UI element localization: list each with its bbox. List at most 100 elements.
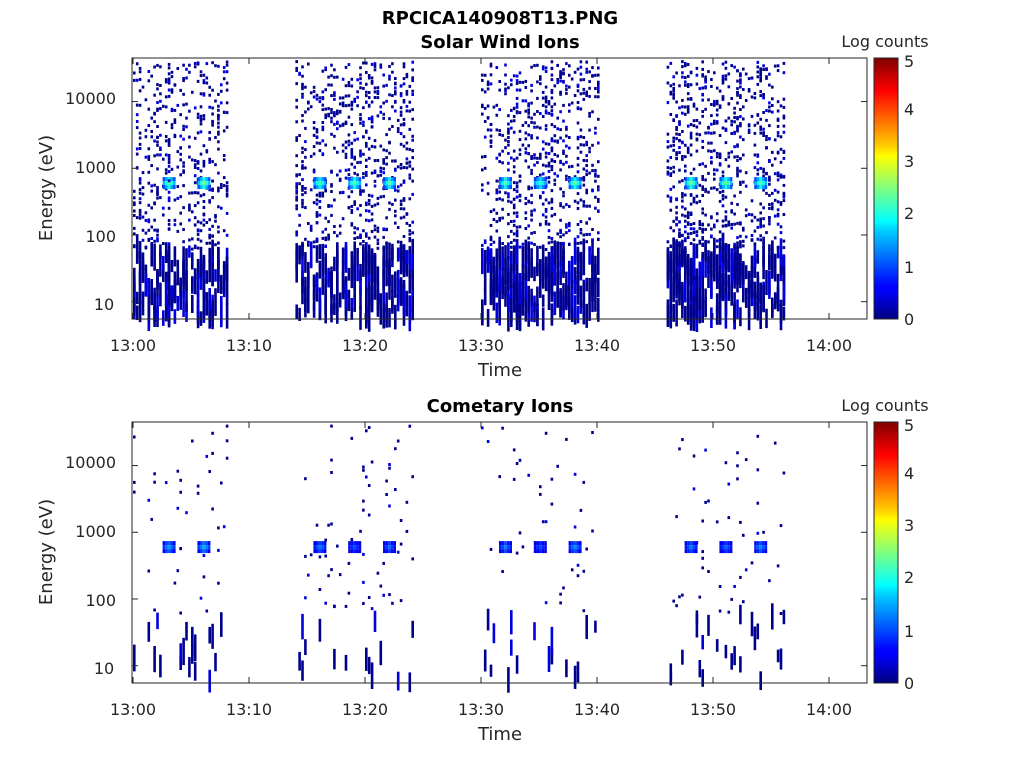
heatmap-cell bbox=[318, 141, 322, 145]
heatmap-cell bbox=[211, 234, 214, 238]
heatmap-cell bbox=[207, 545, 211, 550]
heatmap-cell bbox=[727, 610, 731, 614]
heatmap-cell bbox=[565, 125, 568, 129]
heatmap-cell bbox=[710, 307, 713, 328]
heatmap-cell bbox=[536, 286, 539, 307]
heatmap-cell bbox=[367, 117, 371, 121]
heatmap-cell bbox=[495, 229, 499, 233]
heatmap-cell bbox=[553, 139, 557, 143]
heatmap-cell bbox=[312, 152, 316, 156]
heatmap-cell bbox=[773, 214, 777, 218]
heatmap-cell bbox=[313, 185, 316, 190]
heatmap-cell bbox=[347, 133, 351, 137]
heatmap-cell bbox=[585, 70, 588, 74]
heatmap-cell bbox=[524, 147, 528, 151]
heatmap-cell bbox=[707, 171, 710, 175]
heatmap-cell bbox=[498, 216, 501, 220]
heatmap-cell bbox=[156, 167, 159, 171]
heatmap-cell bbox=[715, 168, 719, 172]
heatmap-cell bbox=[544, 545, 547, 550]
heatmap-cell bbox=[759, 185, 762, 190]
heatmap-cell bbox=[489, 547, 493, 551]
heatmap-cell bbox=[536, 177, 539, 182]
heatmap-cell bbox=[759, 671, 762, 691]
heatmap-cell bbox=[591, 66, 594, 70]
heatmap-cell bbox=[689, 231, 693, 235]
heatmap-cell bbox=[576, 223, 580, 226]
heatmap-cell bbox=[594, 131, 597, 135]
heatmap-cell bbox=[208, 241, 211, 245]
heatmap-cell bbox=[510, 264, 513, 288]
heatmap-cell bbox=[687, 177, 690, 182]
heatmap-cell bbox=[504, 138, 507, 142]
heatmap-cell bbox=[524, 121, 528, 125]
heatmap-cell bbox=[295, 82, 298, 86]
heatmap-cell bbox=[193, 62, 197, 65]
heatmap-cell bbox=[707, 614, 710, 636]
heatmap-cell bbox=[582, 136, 586, 139]
heatmap-cell bbox=[573, 295, 577, 319]
heatmap-cell bbox=[533, 622, 536, 641]
heatmap-cell bbox=[585, 233, 588, 236]
heatmap-cell bbox=[220, 83, 223, 87]
heatmap-cell bbox=[782, 265, 786, 282]
heatmap-cell bbox=[486, 251, 490, 273]
heatmap-cell bbox=[191, 295, 194, 313]
heatmap-cell bbox=[191, 439, 194, 443]
heatmap-cell bbox=[316, 541, 319, 546]
heatmap-cell bbox=[153, 608, 156, 612]
heatmap-cell bbox=[695, 234, 699, 237]
heatmap-cell bbox=[382, 116, 385, 120]
heatmap-cell bbox=[721, 126, 725, 130]
heatmap-cell bbox=[730, 283, 733, 306]
heatmap-cell bbox=[544, 268, 548, 292]
heatmap-cell bbox=[501, 242, 504, 245]
heatmap-cell bbox=[176, 196, 180, 200]
heatmap-cell bbox=[388, 541, 391, 546]
heatmap-cell bbox=[167, 62, 171, 66]
heatmap-cell bbox=[362, 172, 365, 176]
heatmap-cell bbox=[147, 181, 151, 185]
heatmap-cell bbox=[582, 247, 586, 251]
heatmap-cell bbox=[672, 93, 675, 97]
heatmap-cell bbox=[588, 246, 591, 265]
heatmap-cell bbox=[591, 238, 594, 264]
heatmap-cell bbox=[742, 138, 745, 142]
heatmap-cell bbox=[687, 549, 690, 554]
heatmap-cell bbox=[402, 99, 406, 102]
heatmap-cell bbox=[333, 256, 336, 272]
heatmap-cell bbox=[724, 181, 728, 186]
heatmap-cell bbox=[713, 71, 716, 75]
heatmap-cell bbox=[521, 246, 525, 268]
heatmap-cell bbox=[771, 163, 774, 167]
heatmap-cell bbox=[396, 165, 400, 169]
heatmap-cell bbox=[530, 301, 533, 322]
heatmap-cell bbox=[544, 185, 547, 190]
heatmap-cell bbox=[217, 241, 220, 245]
heatmap-cell bbox=[330, 63, 333, 67]
heatmap-cell bbox=[393, 549, 396, 554]
heatmap-cell bbox=[594, 95, 597, 99]
heatmap-cell bbox=[730, 119, 733, 123]
heatmap-cell bbox=[318, 177, 322, 182]
heatmap-cell bbox=[150, 135, 153, 139]
heatmap-cell bbox=[530, 218, 533, 222]
heatmap-cell bbox=[376, 229, 380, 233]
heatmap-cell bbox=[315, 214, 319, 218]
heatmap-cell bbox=[350, 545, 354, 550]
heatmap-cell bbox=[396, 189, 400, 193]
heatmap-cell bbox=[559, 187, 562, 191]
heatmap-cell bbox=[295, 204, 298, 208]
heatmap-cell bbox=[591, 529, 594, 533]
heatmap-cell bbox=[736, 116, 739, 119]
heatmap-cell bbox=[205, 545, 208, 550]
heatmap-cell bbox=[362, 152, 365, 156]
heatmap-cell bbox=[159, 244, 162, 258]
heatmap-cell bbox=[353, 254, 356, 279]
heatmap-cell bbox=[681, 251, 684, 268]
heatmap-cell bbox=[501, 161, 504, 165]
heatmap-cell bbox=[358, 541, 362, 546]
heatmap-cell bbox=[150, 517, 153, 521]
heatmap-cell bbox=[147, 203, 151, 207]
heatmap-cell bbox=[701, 110, 704, 113]
